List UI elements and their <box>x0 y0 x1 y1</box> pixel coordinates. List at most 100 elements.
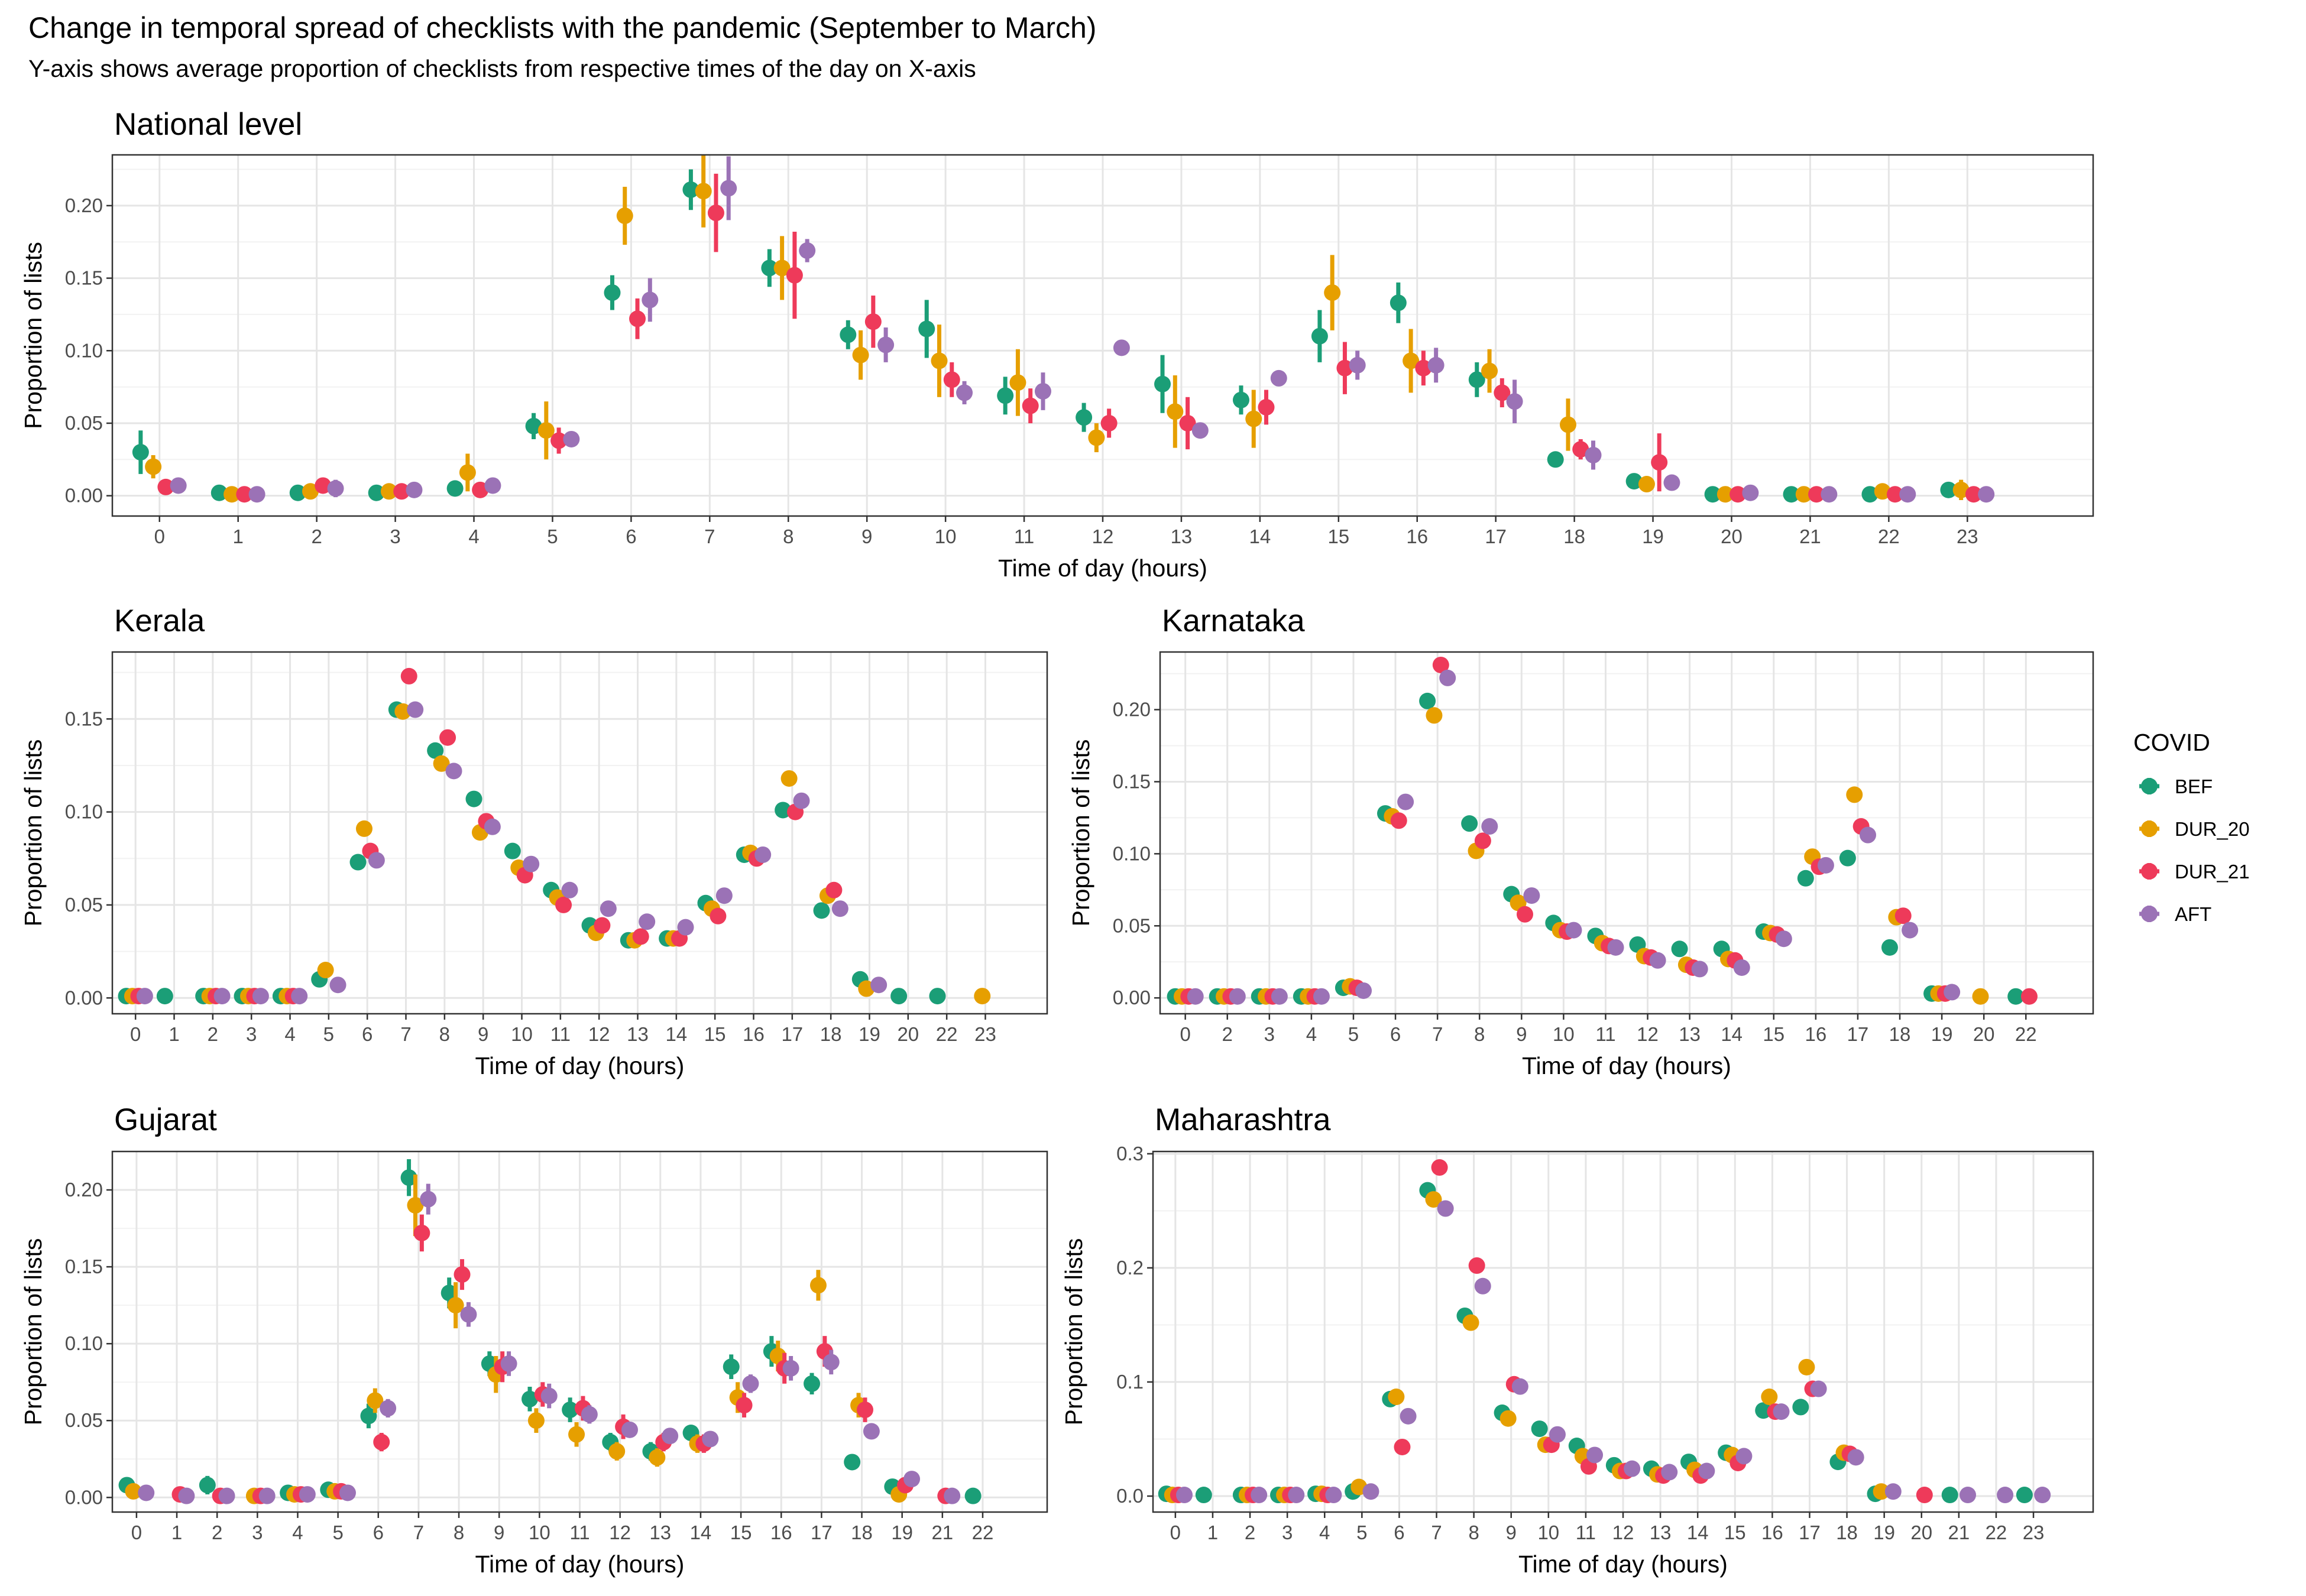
data-point <box>775 802 792 819</box>
data-point <box>521 1390 538 1407</box>
data-point <box>1839 849 1856 867</box>
data-point <box>782 1360 799 1377</box>
data-point <box>500 1355 517 1372</box>
data-point <box>407 701 424 718</box>
data-point <box>561 881 578 898</box>
data-point <box>199 1477 216 1494</box>
data-point <box>682 181 699 198</box>
data-point <box>1585 446 1602 463</box>
data-point <box>315 477 332 494</box>
data-point <box>616 207 633 225</box>
y-tick-label: 0.00 <box>65 987 103 1008</box>
series-AFT <box>170 156 1995 503</box>
data-point <box>944 1487 961 1504</box>
data-point <box>761 259 778 277</box>
data-point <box>974 988 991 1005</box>
data-point <box>562 1402 579 1419</box>
data-point <box>1549 1426 1566 1443</box>
data-point <box>157 478 174 495</box>
data-point <box>1258 398 1275 416</box>
data-point <box>555 896 572 913</box>
data-point <box>394 703 412 720</box>
data-point <box>804 1375 821 1392</box>
data-point <box>1698 1462 1715 1480</box>
plot-border <box>111 1150 1048 1513</box>
data-point <box>1810 1380 1827 1397</box>
x-tick-label: 4 <box>284 1023 295 1045</box>
y-tick-label: 0.10 <box>65 801 103 823</box>
data-point <box>1251 1487 1268 1504</box>
x-tick-label: 4 <box>468 525 479 547</box>
data-point <box>156 988 173 1005</box>
x-tick-label: 18 <box>820 1023 842 1045</box>
x-tick-label: 6 <box>1390 1023 1401 1045</box>
x-tick-label: 10 <box>529 1522 550 1543</box>
x-tick-label: 8 <box>439 1023 450 1045</box>
x-tick-label: 17 <box>781 1023 803 1045</box>
data-point <box>368 852 385 869</box>
data-point <box>420 1190 437 1208</box>
data-point <box>563 430 580 447</box>
data-point <box>178 1487 195 1504</box>
y-tick-label: 0.20 <box>65 1179 103 1201</box>
data-point <box>1997 1487 2014 1504</box>
data-point <box>360 1407 377 1425</box>
y-tick-label: 0.00 <box>1113 987 1151 1008</box>
data-point <box>504 842 521 859</box>
y-tick-label: 0.15 <box>65 708 103 729</box>
data-point <box>1245 410 1262 427</box>
data-point <box>1229 988 1246 1005</box>
panel-title: National level <box>114 107 302 142</box>
x-tick-label: 10 <box>511 1023 533 1045</box>
data-point <box>1531 1420 1548 1438</box>
data-point <box>877 336 895 353</box>
data-point <box>1506 393 1523 410</box>
x-tick-label: 5 <box>323 1023 334 1045</box>
x-tick-label: 21 <box>931 1522 953 1543</box>
data-point <box>125 1483 142 1500</box>
x-tick-label: 22 <box>1878 525 1900 547</box>
data-point <box>1511 1378 1528 1395</box>
data-point <box>809 1277 827 1294</box>
data-point <box>773 259 791 277</box>
data-point <box>1960 1487 1976 1504</box>
x-axis-title: Time of day (hours) <box>1522 1052 1731 1079</box>
data-point <box>439 729 456 746</box>
data-point <box>1437 1200 1454 1217</box>
x-tick-label: 0 <box>1180 1023 1190 1045</box>
data-point <box>1431 1159 1448 1176</box>
series-AFT <box>136 701 888 1005</box>
data-point <box>138 1484 155 1501</box>
data-point <box>1671 940 1688 958</box>
data-point <box>1559 416 1576 433</box>
x-tick-label: 14 <box>690 1522 712 1543</box>
data-point <box>1076 409 1093 426</box>
x-axis-title: Time of day (hours) <box>1518 1550 1728 1578</box>
data-point <box>1167 403 1184 420</box>
data-point <box>707 205 724 222</box>
data-point <box>441 1284 458 1302</box>
data-point <box>406 481 423 498</box>
x-tick-label: 16 <box>1406 525 1428 547</box>
x-tick-label: 21 <box>1948 1522 1970 1543</box>
data-point <box>1415 359 1432 377</box>
data-point <box>1638 476 1655 493</box>
data-point <box>594 917 611 934</box>
data-point <box>604 284 621 301</box>
x-tick-label: 2 <box>212 1522 222 1543</box>
data-point <box>956 384 973 401</box>
y-tick-label: 0.2 <box>1116 1257 1144 1279</box>
data-point <box>1179 414 1196 432</box>
x-axis-title: Time of day (hours) <box>475 1052 685 1079</box>
data-point <box>1474 832 1491 849</box>
data-point <box>903 1471 921 1488</box>
x-tick-label: 13 <box>1171 525 1193 547</box>
data-point <box>964 1487 982 1504</box>
data-point <box>1625 473 1643 490</box>
data-point <box>1523 887 1540 904</box>
data-point <box>1176 1487 1193 1504</box>
data-point <box>258 1487 276 1504</box>
data-point <box>1735 1448 1753 1465</box>
y-tick-label: 0.1 <box>1116 1371 1144 1393</box>
